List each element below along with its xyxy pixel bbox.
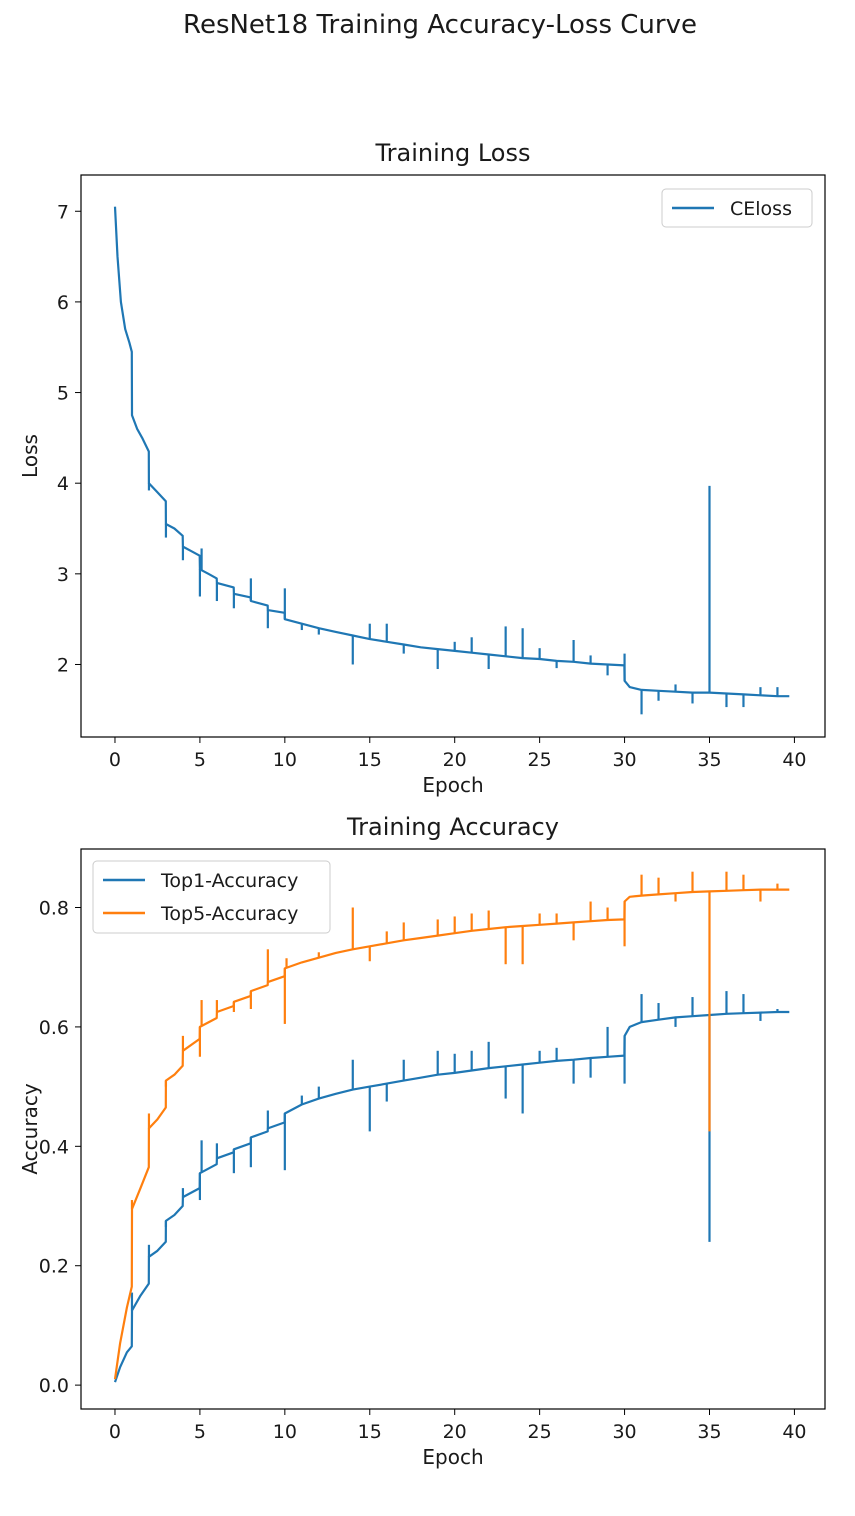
loss-ytick-label: 5 — [57, 383, 69, 405]
loss-legend-box — [661, 188, 813, 228]
accuracy-xtick-label: 40 — [782, 1421, 806, 1443]
accuracy-xtick-label: 5 — [194, 1421, 206, 1443]
accuracy-xtick-label: 35 — [697, 1421, 721, 1443]
figure-suptitle: ResNet18 Training Accuracy-Loss Curve — [183, 10, 697, 40]
loss-ytick-label: 7 — [57, 201, 69, 223]
accuracy-ytick-label: 0.2 — [39, 1256, 69, 1278]
loss-xtick-label: 15 — [358, 749, 382, 771]
loss-xtick-label: 25 — [528, 749, 552, 771]
accuracy-xtick-label: 20 — [443, 1421, 467, 1443]
accuracy-xtick-label: 30 — [612, 1421, 636, 1443]
loss-ytick-label: 6 — [57, 292, 69, 314]
loss-ytick-label: 3 — [57, 564, 69, 586]
loss-series-group — [113, 206, 790, 715]
accuracy-ylabel: Accuracy — [18, 1083, 42, 1174]
accuracy-xtick-label: 0 — [109, 1421, 121, 1443]
loss-chart-title: Training Loss — [375, 139, 531, 167]
accuracy-chart-title: Training Accuracy — [346, 813, 559, 841]
loss-xtick-label: 35 — [697, 749, 721, 771]
loss-xtick-label: 20 — [443, 749, 467, 771]
loss-xtick-label: 0 — [109, 749, 121, 771]
accuracy-legend-box — [92, 860, 331, 934]
accuracy-series-line-0 — [113, 1010, 790, 1383]
loss-xtick-label: 30 — [612, 749, 636, 771]
accuracy-series-group — [113, 871, 790, 1383]
accuracy-xtick-label: 15 — [358, 1421, 382, 1443]
loss-ytick-label: 4 — [57, 473, 69, 495]
loss-xlabel: Epoch — [422, 773, 483, 797]
accuracy-xlabel: Epoch — [422, 1445, 483, 1469]
loss-xtick-label: 5 — [194, 749, 206, 771]
loss-series-line-0 — [113, 206, 790, 698]
accuracy-ytick-label: 0.8 — [39, 898, 69, 920]
loss-legend-label-0: CEloss — [730, 198, 792, 220]
accuracy-legend-label-1: Top5-Accuracy — [160, 903, 298, 925]
loss-chart: Training Loss 0 5 10 15 20 25 30 35 40 2 3 4 5 6 7 Epoch… — [18, 139, 826, 797]
accuracy-ytick-label: 0.0 — [39, 1375, 69, 1397]
accuracy-legend-label-0: Top1-Accuracy — [160, 870, 298, 892]
accuracy-series-line-1 — [113, 888, 790, 1380]
accuracy-ytick-label: 0.6 — [39, 1017, 69, 1039]
loss-xtick-label: 10 — [273, 749, 297, 771]
accuracy-plot-frame — [80, 848, 826, 1410]
accuracy-xtick-label: 25 — [528, 1421, 552, 1443]
accuracy-chart: Training Accuracy 0 5 10 15 20 25 30 35 40 0.0 0.2 0… — [18, 813, 826, 1469]
accuracy-xtick-label: 10 — [273, 1421, 297, 1443]
accuracy-ytick-label: 0.4 — [39, 1136, 69, 1158]
loss-ytick-label: 2 — [57, 654, 69, 676]
loss-plot-frame — [80, 174, 826, 738]
loss-ylabel: Loss — [18, 434, 42, 478]
loss-xtick-label: 40 — [782, 749, 806, 771]
